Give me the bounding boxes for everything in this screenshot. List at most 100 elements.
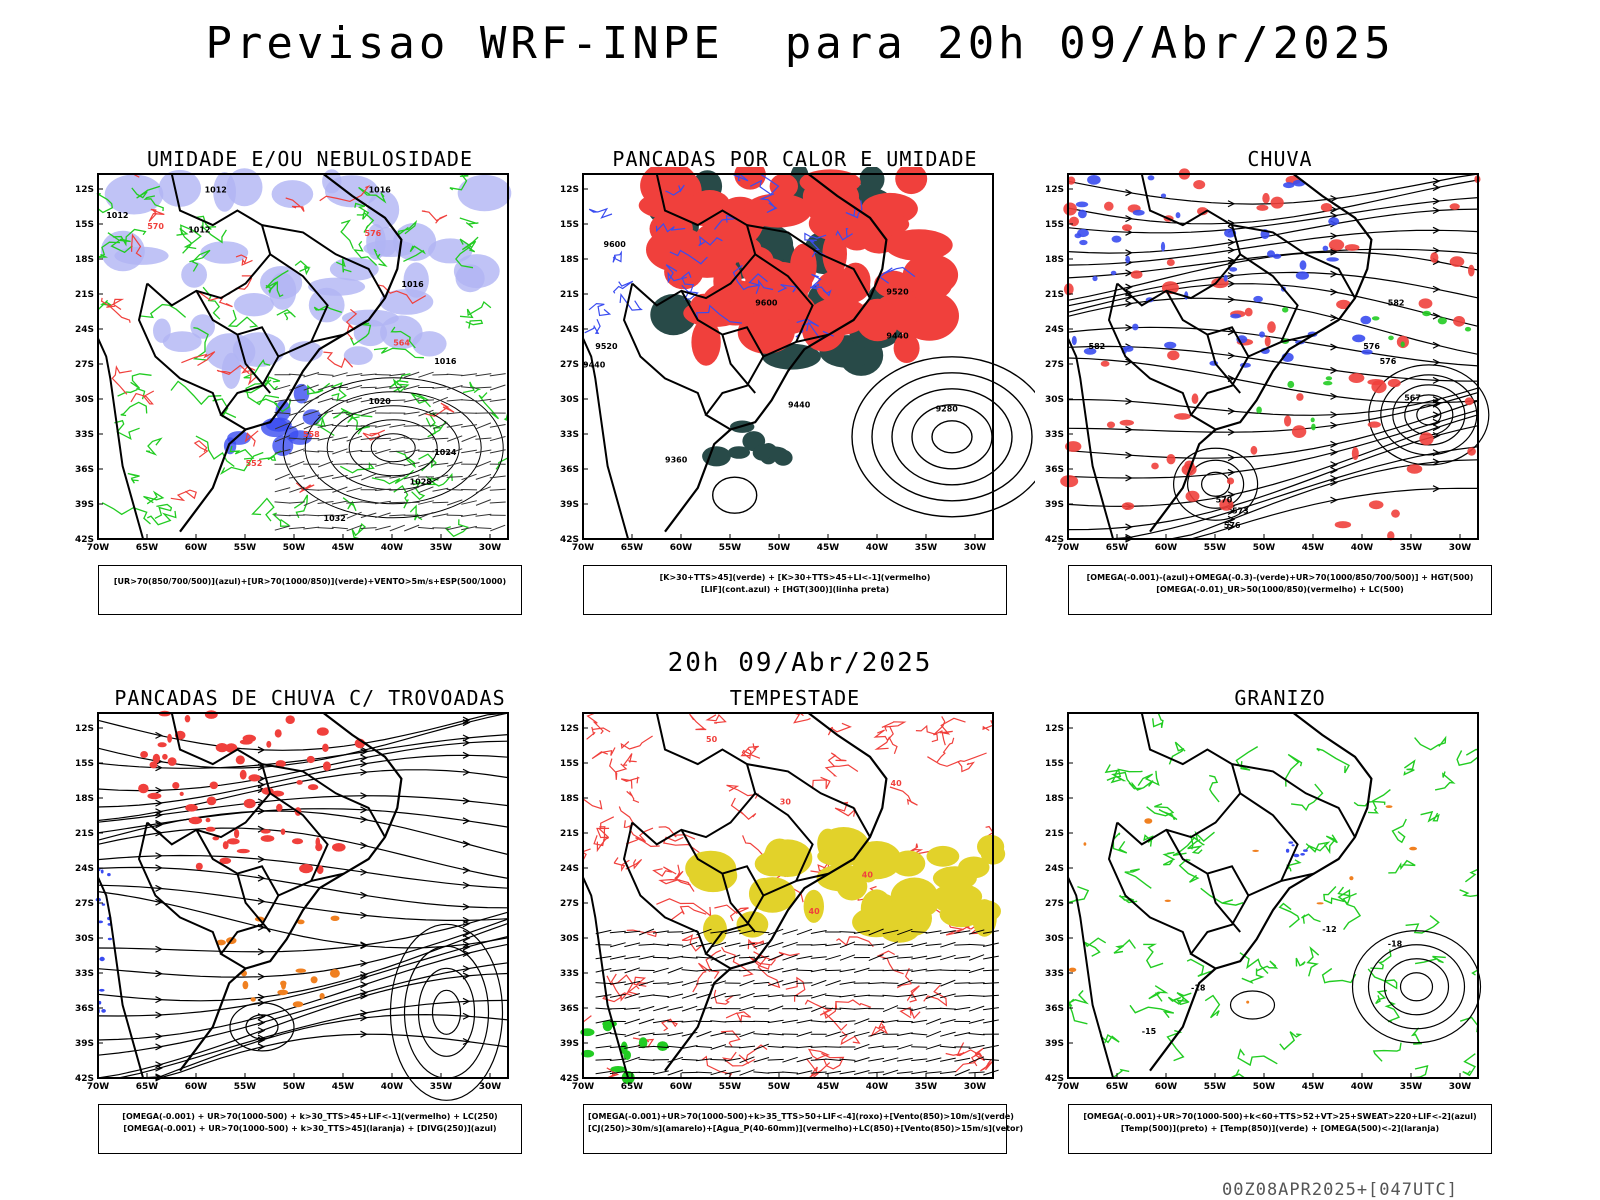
thickness-line: [170, 489, 197, 502]
panel-title: CHUVA: [1247, 147, 1313, 171]
streamline-arrow: [462, 797, 471, 805]
wind-vector-vector: [810, 993, 827, 999]
contour-label: 9440: [788, 401, 811, 410]
wind-vector: [274, 449, 291, 454]
wind-vector-vector: [595, 1070, 612, 1075]
streamline-arrow: [1125, 426, 1133, 434]
rain-red-patch: [1191, 393, 1199, 404]
wind-vector: [331, 436, 348, 441]
streamline-arrow: [1125, 249, 1133, 257]
wind-vector-vector: [624, 980, 641, 986]
lon-tick-label: 40W: [866, 1082, 889, 1092]
humidity-lower-line: [268, 280, 284, 298]
rain-blue-patch: [1299, 260, 1307, 271]
wind-vector-vector: [667, 1020, 684, 1023]
wind-vector-vector: [983, 930, 999, 934]
wind-vector: [446, 423, 463, 428]
wind-vector-vector: [710, 942, 727, 948]
rain-blue-patch: [1295, 271, 1309, 280]
hail-area-patch: [1288, 841, 1294, 844]
wind-vector-vector: [853, 967, 870, 973]
wind-vector: [317, 460, 334, 468]
wind-vector-vector: [638, 955, 655, 960]
wind-vector: [289, 460, 305, 468]
wind-vector-vector: [839, 981, 856, 985]
wind-vector-vector: [968, 1071, 985, 1074]
rain-red-patch: [1256, 204, 1269, 211]
hail-area-patch: [1291, 844, 1295, 847]
storm-red-patch: [322, 743, 329, 752]
lon-tick-label: 35W: [430, 1082, 453, 1092]
temp850-line: [1111, 771, 1142, 790]
lif-contour-line: [759, 193, 778, 214]
wind-vector: [317, 488, 334, 491]
wind-vector: [346, 487, 363, 493]
pwat-contour-line: [662, 836, 700, 854]
unstable-strong-patch: [646, 227, 710, 272]
wind-vector: [475, 386, 492, 389]
humidity-lower-line: [353, 240, 378, 266]
wind-vector-vector: [982, 969, 999, 972]
humidity-upper-patch: [271, 180, 314, 209]
storm-red-patch: [280, 828, 286, 835]
rain-red-patch: [1104, 201, 1114, 211]
lon-tick-label: 60W: [670, 543, 693, 553]
streamline-line: [97, 962, 509, 1056]
pwat-contour-line: [626, 929, 657, 938]
contour-label: -15: [1142, 1027, 1157, 1036]
wind-vector-vector: [667, 1056, 684, 1063]
wind-vector: [332, 448, 348, 455]
storm-red-patch: [188, 816, 203, 825]
humidity-upper-patch: [213, 172, 237, 212]
pwat-contour-line: [725, 1011, 752, 1024]
pwat-contour-line: [804, 999, 834, 1016]
lon-tick-label: 50W: [283, 543, 306, 553]
streamline-arrow: [462, 934, 471, 942]
storm-red-patch: [167, 733, 172, 743]
storm-red-patch: [243, 798, 256, 809]
thickness-line: [100, 297, 131, 323]
lon-tick-label: 50W: [283, 1082, 306, 1092]
lon-tick-label: 70W: [87, 1082, 110, 1092]
lon-tick-label: 35W: [430, 543, 453, 553]
wind-vector-vector: [624, 1045, 641, 1049]
wind-vector-vector: [609, 1033, 626, 1036]
temp500-west-ring: [1229, 990, 1276, 1020]
rain-blue-patch: [1230, 313, 1241, 319]
wind-vector-vector: [595, 994, 612, 998]
jet-250-patch: [858, 854, 879, 883]
streamline-arrow: [1330, 392, 1338, 400]
wind-vector: [403, 437, 420, 440]
streamline-line: [97, 712, 509, 751]
lon-tick-label: 45W: [1302, 1082, 1325, 1092]
lon-tick-label: 30W: [479, 543, 502, 553]
wind-vector-vector: [882, 1005, 899, 1013]
lif-contour-line: [749, 173, 780, 196]
temp850-line: [1146, 803, 1175, 817]
lon-tick-label: 45W: [817, 543, 840, 553]
wind-vector: [432, 437, 449, 440]
wind-vector-vector: [954, 930, 971, 934]
pwat-contour-line: [840, 1031, 861, 1046]
lat-tick-label: 39S: [560, 500, 579, 510]
country-border: [1239, 253, 1299, 343]
streamline-line: [97, 972, 509, 1079]
wind-vector: [389, 475, 406, 479]
temp850-line: [1200, 887, 1244, 906]
wind-vector-vector: [925, 1044, 942, 1050]
thickness-line: [378, 284, 427, 305]
panel-title: GRANIZO: [1234, 686, 1326, 710]
wind-vector-vector: [925, 943, 942, 946]
humidity-upper-patch: [325, 175, 379, 208]
wind-vector-vector: [839, 941, 856, 949]
streamline-line: [1067, 197, 1479, 234]
closed-circulation-ring: [245, 1014, 279, 1040]
pwat-contour-line: [923, 984, 948, 1007]
wind-vector-vector: [968, 982, 985, 984]
lat-tick-label: 24S: [1045, 864, 1064, 874]
wind-vector-vector: [595, 955, 612, 960]
pwat-contour-line: [674, 864, 691, 886]
streamline-arrow: [1227, 219, 1236, 227]
rain-green-patch: [1310, 417, 1315, 423]
streamline-line: [1067, 414, 1479, 508]
